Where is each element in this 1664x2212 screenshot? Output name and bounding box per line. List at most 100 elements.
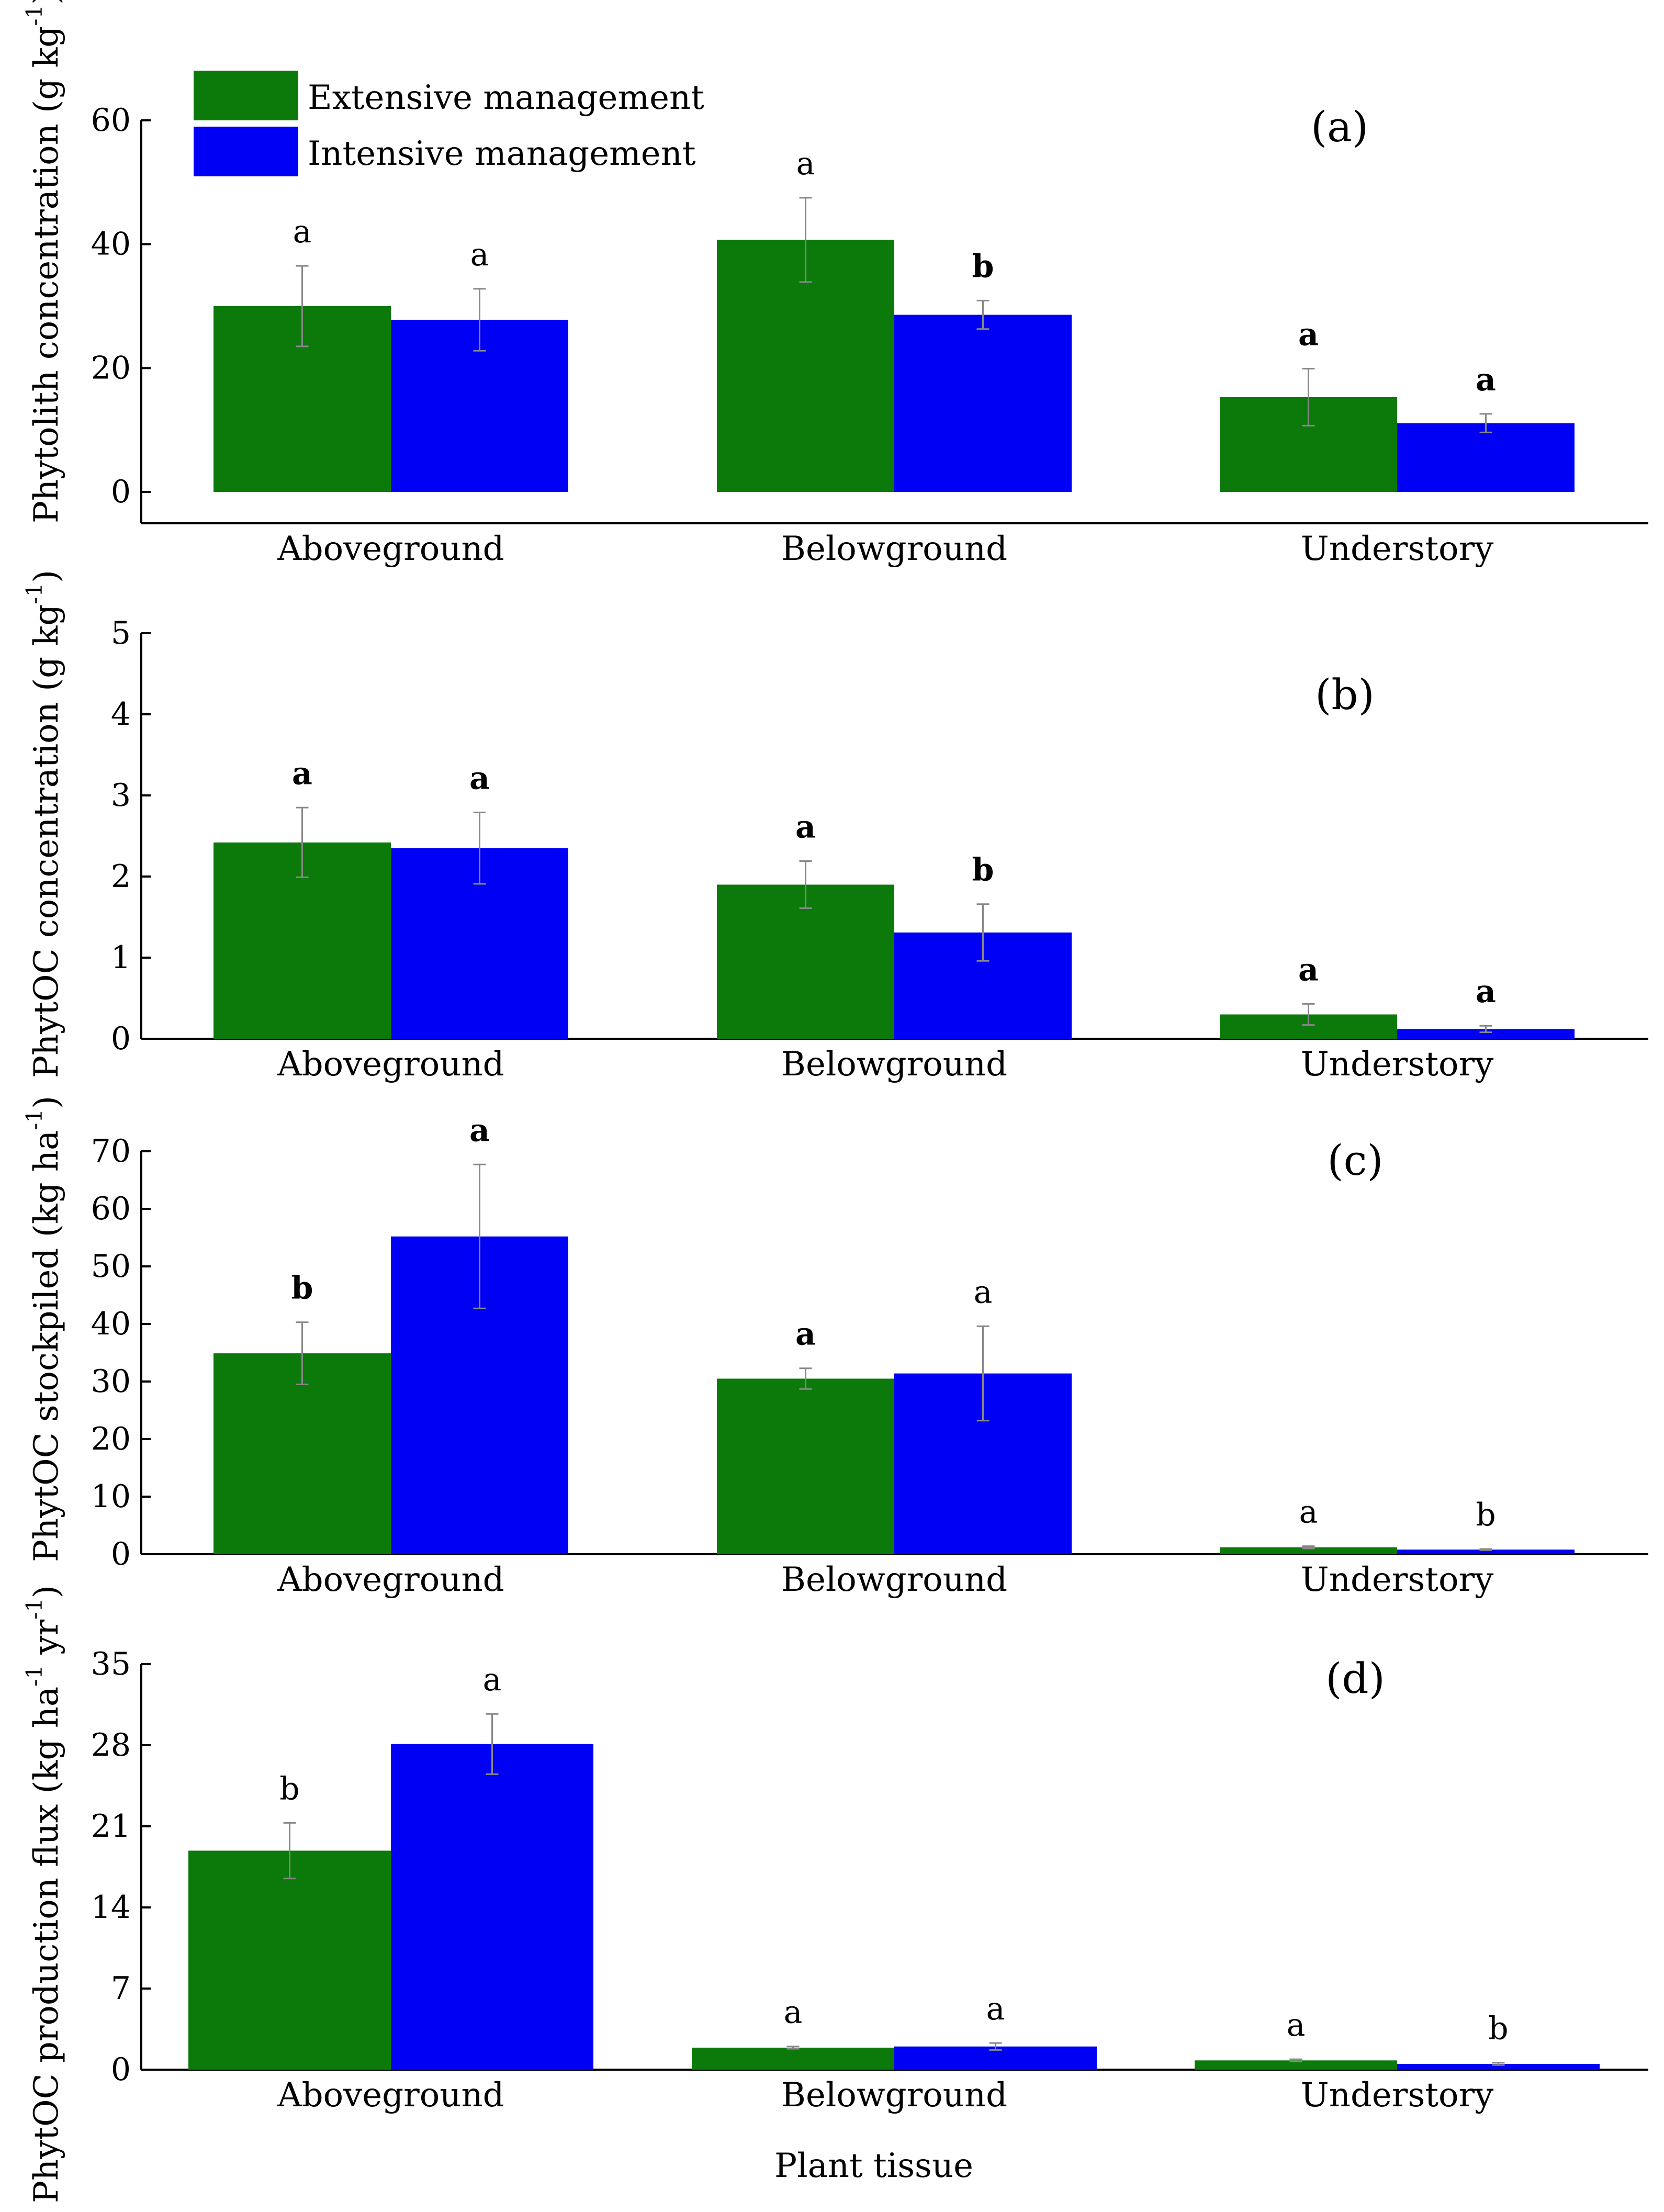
panel-a-error-bar-aboveground-extensive xyxy=(296,265,309,347)
panel-c-bar-understory-intensive xyxy=(1397,1549,1575,1554)
panel-d-category-label-belowground: Belowground xyxy=(781,2076,1007,2115)
panel-d-y-title-main: PhytOC production flux (kg ha xyxy=(27,1687,66,2203)
panel-b-y-tick-label-5: 5 xyxy=(111,615,131,652)
panel-d-y-tick-label-0: 0 xyxy=(111,2051,131,2088)
panel-a-error-bar-understory-extensive xyxy=(1302,368,1315,426)
panel-d-tag: (d) xyxy=(1325,1654,1385,1703)
panel-b-significance-letter-belowground-intensive: b xyxy=(972,852,994,889)
panel-b-y-title-main: PhytOC concentration (g kg xyxy=(27,604,66,1078)
panel-b-category-label-understory: Understory xyxy=(1301,1045,1493,1084)
panel-d-y-title-sup: -1 xyxy=(21,1665,47,1687)
panel-a-significance-letter-aboveground-extensive: a xyxy=(293,214,312,250)
panel-a-y-title-sup: -1 xyxy=(21,5,47,26)
panel-c-significance-letter-understory-extensive: a xyxy=(1299,1494,1318,1531)
panel-a-y-title-main: Phytolith concentration (g kg xyxy=(27,26,66,523)
panel-d-bar-understory-intensive xyxy=(1397,2063,1600,2070)
panel-b-error-bar-aboveground-intensive xyxy=(473,812,486,885)
panel-d-y-tick-label-2: 14 xyxy=(91,1889,131,1926)
panel-d-error-bar-aboveground-extensive xyxy=(283,1822,296,1880)
panel-d-error-bar-understory-intensive xyxy=(1492,2062,1505,2066)
panel-a-tag: (a) xyxy=(1311,103,1368,151)
panel-c-y-title-sup: -1 xyxy=(21,1109,47,1130)
panel-c-y-tick-label-1: 10 xyxy=(91,1478,131,1515)
panel-c-plot-area: 0 10 20 30 40 50 60 70 Aboveground Belowground Und… xyxy=(91,1112,1648,1599)
x-axis-title: Plant tissue xyxy=(774,2147,973,2185)
panel-a-error-bar-belowground-intensive xyxy=(976,299,990,330)
panel-c-error-bar-aboveground-extensive xyxy=(296,1321,309,1385)
panel-d: 0 7 14 21 28 35 Aboveground Belowground Understo… xyxy=(21,1585,1648,2203)
panel-d-significance-letter-belowground-intensive: a xyxy=(986,1991,1005,2027)
panel-b-category-label-belowground: Belowground xyxy=(781,1045,1007,1084)
panel-a-significance-letter-understory-extensive: a xyxy=(1298,317,1319,353)
panel-a-significance-letter-understory-intensive: a xyxy=(1476,362,1496,398)
panel-b-y-title-end: ) xyxy=(27,570,66,583)
panel-d-error-bar-belowground-extensive xyxy=(786,2046,800,2050)
panel-b-significance-letter-aboveground-extensive: a xyxy=(292,755,312,792)
panel-b-error-bar-belowground-intensive xyxy=(976,903,990,962)
panel-b-bar-belowground-extensive xyxy=(717,884,894,1039)
panel-c-y-tick-label-6: 60 xyxy=(91,1191,131,1227)
panel-a-error-bar-understory-intensive xyxy=(1479,413,1492,433)
panel-a-y-tick-label-0: 0 xyxy=(111,474,131,510)
panel-b: 0 1 2 3 4 5 Aboveground Belowground Understory a a… xyxy=(21,570,1648,1084)
legend-label-intensive: Intensive management xyxy=(308,134,696,173)
legend: Extensive management Intensive managemen… xyxy=(194,71,704,176)
panel-d-error-bar-aboveground-intensive xyxy=(486,1713,499,1775)
panel-c-y-tick-label-7: 70 xyxy=(91,1133,131,1170)
panel-c-y-tick-label-5: 50 xyxy=(91,1248,131,1285)
panel-c-y-tick-label-3: 30 xyxy=(91,1363,131,1400)
panel-d-y-tick-label-5: 35 xyxy=(91,1646,131,1682)
panel-d-bar-aboveground-intensive xyxy=(391,1744,593,2070)
panel-b-significance-letter-understory-extensive: a xyxy=(1298,951,1319,988)
panel-a-category-label-belowground: Belowground xyxy=(781,530,1007,568)
panel-d-y-title-sup2: -1 xyxy=(21,1598,47,1620)
panel-b-y-tick-label-2: 2 xyxy=(111,858,131,895)
panel-c-error-bar-belowground-intensive xyxy=(976,1325,990,1422)
panel-c-significance-letter-aboveground-extensive: b xyxy=(291,1270,313,1307)
panel-c-tag: (c) xyxy=(1327,1136,1383,1185)
panel-a-bar-understory-intensive xyxy=(1397,423,1575,492)
panel-a-bar-belowground-intensive xyxy=(894,315,1072,492)
panel-a-significance-letter-belowground-intensive: b xyxy=(972,248,994,285)
panel-b-error-bar-aboveground-extensive xyxy=(296,806,309,879)
panel-c-error-bar-understory-intensive xyxy=(1479,1548,1492,1551)
panel-c-bar-aboveground-extensive xyxy=(213,1353,391,1554)
panel-b-y-tick-label-4: 4 xyxy=(111,696,131,733)
panel-d-error-bar-belowground-intensive xyxy=(989,2042,1002,2051)
panel-c-y-title-end: ) xyxy=(27,1096,66,1109)
legend-swatch-extensive xyxy=(194,71,298,120)
panel-c-significance-letter-belowground-extensive: a xyxy=(795,1316,816,1353)
panel-d-category-label-aboveground: Aboveground xyxy=(277,2076,504,2115)
panel-d-significance-letter-aboveground-extensive: b xyxy=(279,1770,299,1807)
panel-c-significance-letter-understory-intensive: b xyxy=(1476,1497,1496,1533)
panel-c: 0 10 20 30 40 50 60 70 Aboveground Belowground Und… xyxy=(21,1096,1648,1599)
panel-b-y-title-sup: -1 xyxy=(21,583,47,604)
panel-a-y-axis-title: Phytolith concentration (g kg-1) xyxy=(21,0,66,523)
panel-c-y-tick-label-4: 40 xyxy=(91,1306,131,1342)
panel-c-y-tick-label-0: 0 xyxy=(111,1536,131,1573)
panel-a-category-label-understory: Understory xyxy=(1301,530,1493,568)
panel-c-bar-understory-extensive xyxy=(1220,1547,1397,1554)
panel-b-significance-letter-understory-intensive: a xyxy=(1476,973,1496,1010)
panel-c-significance-letter-aboveground-intensive: a xyxy=(469,1112,490,1149)
panel-d-y-title-mid: yr xyxy=(27,1619,66,1665)
panel-a-y-tick-label-2: 40 xyxy=(91,226,131,263)
panel-d-y-tick-label-4: 28 xyxy=(91,1727,131,1764)
panel-d-error-bar-understory-extensive xyxy=(1289,2058,1302,2062)
panel-a-plot-area: 0 20 40 60 Aboveground Belowground Understory a… xyxy=(91,102,1648,568)
panel-c-y-axis-title: PhytOC stockpiled (kg ha-1) xyxy=(21,1096,66,1562)
panel-a-error-bar-aboveground-intensive xyxy=(473,288,486,352)
panel-d-significance-letter-understory-intensive: b xyxy=(1488,2011,1508,2047)
panel-b-significance-letter-belowground-extensive: a xyxy=(795,809,816,846)
panel-b-error-bar-understory-intensive xyxy=(1479,1025,1492,1034)
panel-b-significance-letter-aboveground-intensive: a xyxy=(469,760,490,797)
panel-b-y-tick-label-0: 0 xyxy=(111,1020,131,1057)
panel-a-y-tick-label-3: 60 xyxy=(91,102,131,139)
panel-c-category-label-belowground: Belowground xyxy=(781,1560,1007,1599)
panel-a-y-tick-label-1: 20 xyxy=(91,350,131,386)
panel-d-bar-understory-extensive xyxy=(1195,2060,1397,2070)
panel-a: 0 20 40 60 Aboveground Belowground Understory a… xyxy=(21,0,1648,568)
panel-b-error-bar-belowground-extensive xyxy=(799,860,812,909)
panel-c-error-bar-belowground-extensive xyxy=(799,1367,812,1390)
